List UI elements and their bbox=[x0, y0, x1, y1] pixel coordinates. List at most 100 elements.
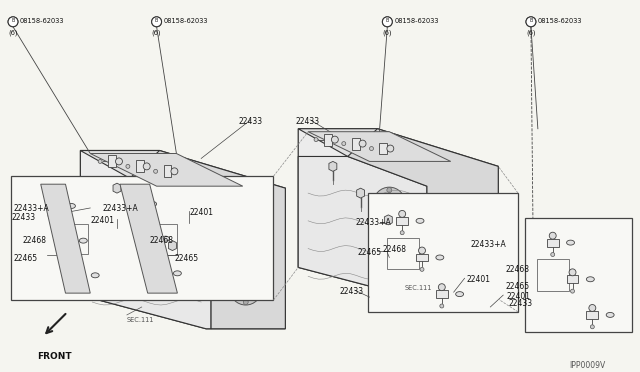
Text: FRONT: FRONT bbox=[37, 352, 72, 360]
Text: 22468: 22468 bbox=[505, 265, 529, 275]
Circle shape bbox=[419, 247, 426, 254]
Circle shape bbox=[209, 266, 214, 271]
Circle shape bbox=[444, 267, 448, 272]
Circle shape bbox=[144, 228, 151, 235]
Polygon shape bbox=[352, 138, 360, 150]
Circle shape bbox=[408, 220, 440, 251]
Circle shape bbox=[161, 220, 166, 225]
Polygon shape bbox=[47, 202, 60, 210]
Circle shape bbox=[374, 201, 379, 205]
Circle shape bbox=[382, 17, 392, 27]
Polygon shape bbox=[298, 157, 427, 299]
Polygon shape bbox=[168, 241, 177, 251]
Circle shape bbox=[415, 227, 433, 245]
Text: B: B bbox=[11, 21, 15, 26]
Circle shape bbox=[380, 194, 398, 212]
Circle shape bbox=[443, 253, 474, 285]
Circle shape bbox=[450, 260, 468, 278]
Text: 22401: 22401 bbox=[467, 275, 491, 284]
Circle shape bbox=[174, 233, 179, 238]
Text: 22468: 22468 bbox=[382, 245, 406, 254]
Ellipse shape bbox=[67, 203, 76, 208]
Text: 22433: 22433 bbox=[508, 299, 532, 308]
Text: 22468: 22468 bbox=[23, 236, 47, 245]
Text: 22401: 22401 bbox=[90, 216, 115, 225]
Ellipse shape bbox=[148, 202, 157, 206]
Polygon shape bbox=[586, 311, 598, 319]
Text: 22468: 22468 bbox=[150, 236, 173, 245]
Polygon shape bbox=[130, 151, 285, 329]
Circle shape bbox=[387, 145, 394, 152]
Ellipse shape bbox=[436, 255, 444, 260]
Circle shape bbox=[76, 285, 79, 289]
Polygon shape bbox=[324, 134, 332, 145]
Polygon shape bbox=[141, 235, 154, 243]
Circle shape bbox=[408, 233, 413, 238]
Polygon shape bbox=[81, 151, 285, 329]
Circle shape bbox=[156, 263, 163, 270]
Circle shape bbox=[131, 193, 138, 201]
Bar bbox=[387, 238, 419, 269]
Text: 22401: 22401 bbox=[189, 208, 213, 217]
Text: 08158-62033: 08158-62033 bbox=[164, 18, 208, 24]
Circle shape bbox=[369, 147, 374, 151]
Circle shape bbox=[589, 305, 596, 311]
Text: 22433+A: 22433+A bbox=[102, 204, 138, 213]
Circle shape bbox=[332, 136, 339, 143]
Text: 22465: 22465 bbox=[358, 248, 381, 257]
Ellipse shape bbox=[606, 312, 614, 317]
Polygon shape bbox=[298, 129, 427, 157]
Text: 22465: 22465 bbox=[505, 282, 529, 291]
Text: (6): (6) bbox=[152, 30, 161, 36]
Circle shape bbox=[438, 284, 445, 291]
Polygon shape bbox=[81, 151, 211, 178]
Polygon shape bbox=[41, 184, 90, 293]
Circle shape bbox=[570, 289, 575, 293]
Text: (6): (6) bbox=[383, 30, 392, 36]
Circle shape bbox=[154, 169, 157, 173]
Polygon shape bbox=[396, 217, 408, 225]
Polygon shape bbox=[136, 160, 144, 172]
Text: B: B bbox=[529, 18, 532, 23]
Ellipse shape bbox=[92, 273, 99, 278]
Text: B: B bbox=[12, 18, 15, 23]
Circle shape bbox=[526, 17, 536, 27]
Text: 22465: 22465 bbox=[175, 253, 198, 263]
Ellipse shape bbox=[161, 236, 170, 241]
Circle shape bbox=[387, 187, 392, 193]
Circle shape bbox=[152, 17, 161, 27]
Polygon shape bbox=[154, 269, 166, 277]
Circle shape bbox=[342, 142, 346, 145]
Text: B: B bbox=[386, 18, 389, 23]
Circle shape bbox=[237, 280, 255, 298]
Text: 22433: 22433 bbox=[11, 213, 35, 222]
Bar bbox=[11, 176, 273, 300]
Bar bbox=[525, 218, 632, 332]
Text: 22401: 22401 bbox=[506, 292, 530, 301]
Circle shape bbox=[230, 273, 262, 305]
Circle shape bbox=[202, 247, 220, 264]
Ellipse shape bbox=[566, 240, 575, 245]
Circle shape bbox=[469, 267, 474, 272]
Text: 22433: 22433 bbox=[295, 117, 319, 126]
Ellipse shape bbox=[456, 292, 463, 296]
Bar bbox=[59, 224, 88, 253]
Text: B: B bbox=[155, 21, 159, 26]
Circle shape bbox=[63, 251, 67, 254]
Circle shape bbox=[374, 187, 405, 219]
Circle shape bbox=[440, 304, 444, 308]
Polygon shape bbox=[113, 183, 121, 193]
Polygon shape bbox=[60, 237, 72, 245]
Polygon shape bbox=[385, 215, 392, 225]
Text: 08158-62033: 08158-62033 bbox=[394, 18, 439, 24]
Circle shape bbox=[168, 214, 186, 232]
Circle shape bbox=[359, 140, 366, 147]
Circle shape bbox=[549, 232, 556, 239]
Circle shape bbox=[243, 274, 248, 279]
Text: 22433: 22433 bbox=[239, 117, 263, 126]
Circle shape bbox=[400, 231, 404, 235]
Circle shape bbox=[387, 214, 392, 218]
Polygon shape bbox=[348, 129, 499, 299]
Text: 22433+A: 22433+A bbox=[356, 218, 392, 227]
Circle shape bbox=[171, 168, 178, 175]
